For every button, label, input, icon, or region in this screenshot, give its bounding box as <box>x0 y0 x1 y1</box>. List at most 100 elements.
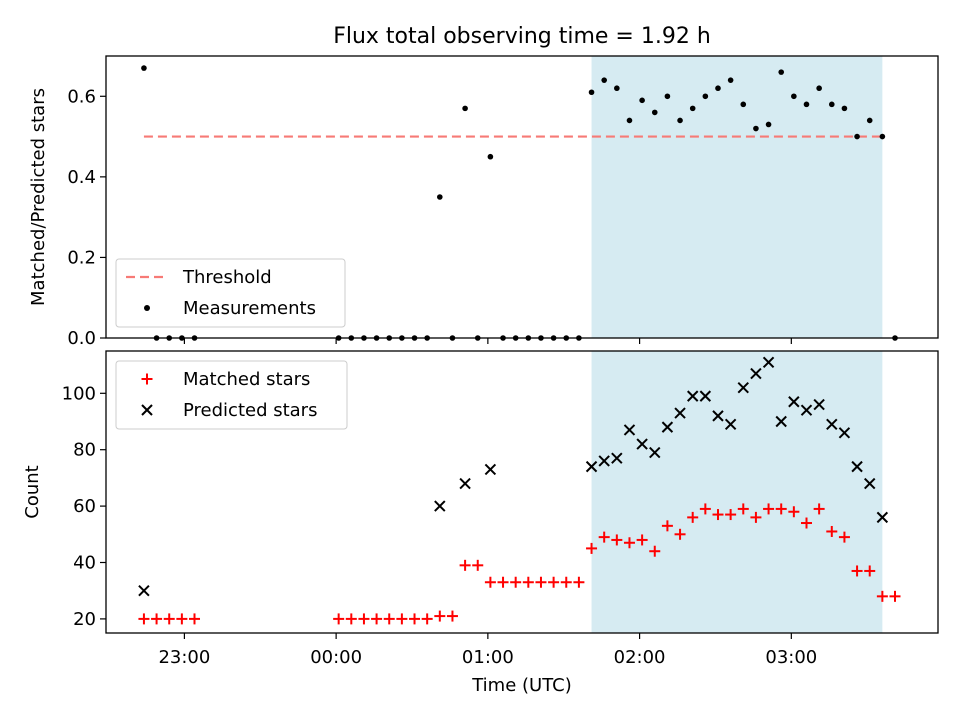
matched-star-point <box>151 613 163 625</box>
measurement-point <box>677 117 683 124</box>
matched-star-point <box>522 576 534 588</box>
bottom-plot: 20 40 60 80 100 23:00 00:00 01:00 02:00 03:00 Co… <box>22 350 939 696</box>
measurement-point <box>879 133 886 140</box>
matched-star-point <box>138 613 150 625</box>
predicted-star-point <box>838 427 851 439</box>
matched-star-point <box>699 503 711 515</box>
matched-star-point <box>763 503 775 515</box>
matched-star-point <box>636 534 648 546</box>
bottom-y-tick-label: 60 <box>73 496 96 517</box>
matched-star-point <box>813 503 825 515</box>
measurement-point <box>803 101 810 108</box>
matched-star-point <box>876 590 888 602</box>
measurement-point <box>487 153 494 160</box>
predicted-star-point <box>585 460 598 473</box>
top-y-axis-label: Matched/Predicted stars <box>28 88 49 306</box>
matched-star-point <box>838 531 850 543</box>
top-y-tick-label: 0.2 <box>67 247 96 268</box>
top-x-ticks <box>183 338 792 344</box>
matched-star-point <box>396 613 408 625</box>
legend-predicted-swatch <box>141 404 153 416</box>
legend-predicted-label: Predicted stars <box>183 400 317 421</box>
predicted-star-point <box>674 407 686 419</box>
predicted-star-point <box>876 511 889 524</box>
predicted-star-point <box>775 415 787 428</box>
legend-matched-marker <box>141 373 153 385</box>
bottom-y-tick-label: 20 <box>73 609 96 630</box>
predicted-star-point <box>724 418 737 431</box>
measurement-point <box>651 109 658 116</box>
bottom-legend: Matched stars Predicted stars <box>115 360 348 430</box>
legend-predicted-marker <box>141 404 153 416</box>
matched-star-point <box>623 537 635 549</box>
measurement-point <box>664 93 671 100</box>
matched-star-point <box>163 613 175 625</box>
matched-star-point <box>176 613 188 625</box>
matched-star-point <box>383 613 395 625</box>
measurement-point <box>141 65 147 71</box>
matched-star-point <box>586 542 598 554</box>
matched-star-point <box>358 613 370 625</box>
matched-star-point <box>737 503 749 515</box>
legend-matched-label: Matched stars <box>183 369 310 390</box>
predicted-star-point <box>484 463 497 476</box>
top-legend: Threshold Measurements <box>115 258 346 328</box>
measurement-point <box>689 105 696 112</box>
top-plot-frame <box>105 55 939 339</box>
matched-star-point <box>459 559 471 571</box>
predicted-star-point <box>138 584 150 597</box>
measurement-point <box>841 105 848 112</box>
x-tick-label: 03:00 <box>765 647 817 668</box>
bottom-legend-box <box>115 360 348 430</box>
predicted-star-point <box>737 381 749 394</box>
predicted-star-point <box>712 410 724 422</box>
matched-star-point <box>674 528 686 540</box>
measurement-point <box>828 101 835 108</box>
predicted-star-point <box>851 460 863 473</box>
matched-star-point <box>598 531 610 543</box>
matched-star-point <box>409 613 421 625</box>
measurement-point <box>791 93 797 100</box>
measurement-point <box>753 125 759 132</box>
measurement-point <box>626 117 633 124</box>
predicted-star-point <box>699 390 712 402</box>
measurement-point <box>614 85 620 92</box>
measurement-point <box>715 85 721 92</box>
top-y-tick-label: 0.0 <box>67 328 96 349</box>
matched-stars-series <box>138 503 901 625</box>
legend-matched-swatch <box>141 373 153 385</box>
predicted-star-point <box>623 424 636 436</box>
matched-star-point <box>484 576 496 588</box>
matched-star-point <box>611 534 623 546</box>
x-tick-label: 02:00 <box>614 647 666 668</box>
matched-star-point <box>750 511 762 523</box>
matched-star-point <box>661 520 673 532</box>
legend-threshold-label: Threshold <box>182 267 272 288</box>
predicted-star-point <box>864 477 876 490</box>
legend-measurements-label: Measurements <box>183 298 316 319</box>
measurement-point <box>601 77 607 83</box>
measurement-point <box>778 69 785 75</box>
bottom-y-tick-label: 100 <box>62 383 96 404</box>
measurement-point <box>462 105 468 112</box>
predicted-star-point <box>611 452 623 464</box>
top-shaded-region <box>591 56 883 338</box>
measurement-point <box>866 117 873 124</box>
top-y-tick-label: 0.6 <box>67 86 96 107</box>
x-tick-label: 23:00 <box>158 647 210 668</box>
measurement-point <box>437 194 443 200</box>
predicted-star-point <box>813 398 825 411</box>
matched-star-point <box>826 525 838 537</box>
predicted-stars-series <box>138 356 889 597</box>
matched-star-point <box>189 613 201 625</box>
measurement-point <box>588 89 595 96</box>
x-axis-label: Time (UTC) <box>471 675 572 696</box>
predicted-star-point <box>434 500 446 512</box>
matched-star-point <box>573 576 585 588</box>
bottom-shaded-region <box>591 351 883 633</box>
matched-star-point <box>800 517 812 529</box>
top-y-axis: 0.0 0.2 0.4 0.6 <box>67 86 106 349</box>
bottom-y-tick-label: 40 <box>73 553 96 574</box>
matched-star-point <box>788 506 800 518</box>
